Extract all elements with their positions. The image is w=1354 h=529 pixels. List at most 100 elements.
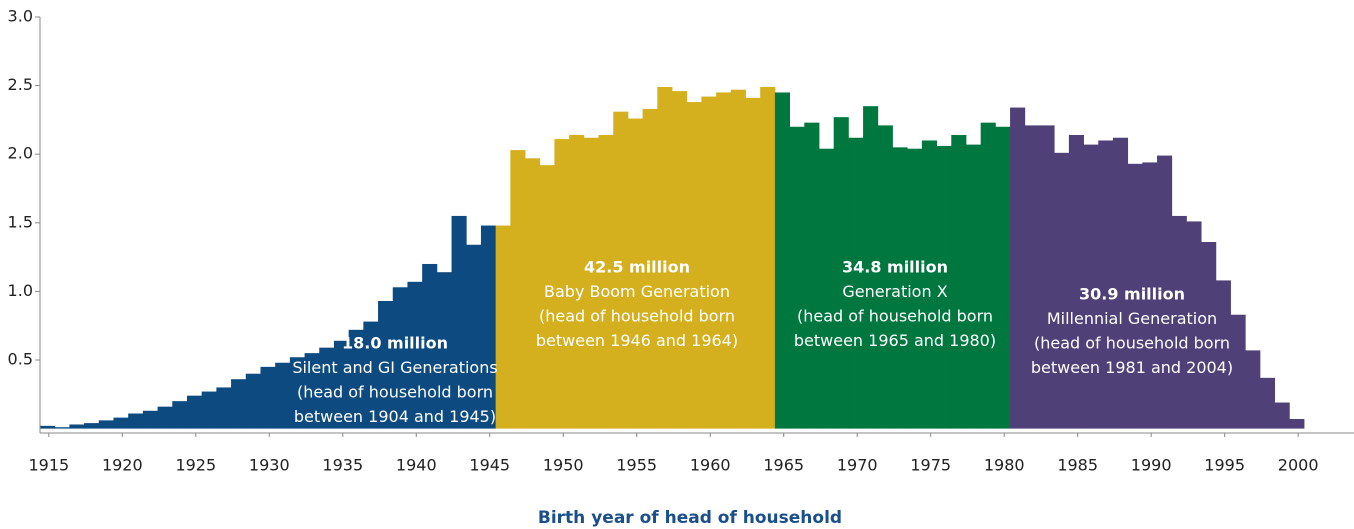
bar (392, 287, 408, 429)
bar (1024, 125, 1040, 429)
bar (436, 272, 452, 429)
bar (172, 401, 188, 429)
annotation-line: Generation X (842, 282, 947, 301)
annotation-title: 30.9 million (1079, 285, 1185, 304)
bar (216, 387, 232, 429)
bar (186, 395, 203, 429)
bar (995, 126, 1011, 429)
bar (113, 417, 129, 429)
bar (260, 366, 276, 429)
bar (730, 89, 746, 429)
x-tick-label: 1925 (175, 456, 216, 475)
bar (495, 225, 511, 429)
bar (833, 117, 849, 429)
annotation-line: Baby Boom Generation (544, 282, 730, 301)
annotation-line: between 1904 and 1945) (294, 407, 496, 426)
bar (319, 347, 335, 429)
bar (407, 281, 423, 429)
y-tick-label: 0.5 (8, 350, 33, 369)
bar (422, 263, 438, 429)
y-tick-label: 3.0 (8, 7, 33, 26)
bar (745, 97, 761, 429)
bar (348, 329, 364, 429)
annotation-line: (head of household born (297, 383, 493, 402)
bar (84, 423, 100, 429)
bar (231, 379, 247, 429)
x-tick-label: 1965 (763, 456, 804, 475)
bar (1142, 162, 1158, 429)
bar (1274, 402, 1290, 429)
bar (69, 424, 85, 429)
annotation-line: (head of household born (1034, 334, 1230, 353)
bar (642, 108, 658, 429)
bar (1157, 155, 1173, 429)
x-tick-label: 1950 (543, 456, 584, 475)
bar (510, 150, 526, 429)
bar (378, 301, 394, 429)
x-tick-label: 1980 (984, 456, 1025, 475)
bar (451, 215, 467, 429)
bar (1259, 377, 1276, 429)
bar (1186, 221, 1202, 429)
bar (333, 340, 350, 429)
annotation-title: 42.5 million (584, 258, 690, 277)
bar (142, 410, 158, 429)
bar (480, 225, 497, 429)
bar (583, 137, 599, 429)
bar (554, 139, 570, 429)
bar (965, 144, 982, 429)
annotation-title: 34.8 million (842, 258, 948, 277)
bar (672, 91, 688, 429)
bar (289, 357, 305, 429)
x-tick-label: 1960 (690, 456, 731, 475)
annotation-line: between 1965 and 1980) (794, 331, 996, 350)
annotation-line: between 1946 and 1964) (536, 331, 738, 350)
x-tick-label: 1970 (837, 456, 878, 475)
bar (1171, 215, 1187, 429)
bar (657, 86, 673, 429)
x-tick-label: 1935 (322, 456, 363, 475)
bar (304, 353, 320, 429)
annotation-line: between 1981 and 2004) (1031, 358, 1233, 377)
annotation-line: (head of household born (797, 307, 993, 326)
bar (40, 425, 56, 429)
bar (1230, 314, 1246, 429)
bar (921, 140, 937, 429)
x-tick-label: 1995 (1204, 456, 1245, 475)
bar (1289, 418, 1305, 429)
y-tick-label: 2.0 (8, 144, 33, 163)
bar (1010, 107, 1026, 429)
x-tick-label: 1955 (616, 456, 657, 475)
bar (1068, 134, 1084, 429)
annotation-title: 18.0 million (342, 334, 448, 353)
bar (128, 413, 144, 429)
bar (760, 86, 776, 429)
annotation-line: Silent and GI Generations (292, 358, 497, 377)
bar (980, 122, 996, 429)
bar (716, 92, 732, 429)
bar (892, 147, 908, 429)
x-tick-label: 1930 (249, 456, 290, 475)
bar (818, 148, 835, 429)
bar (804, 122, 820, 429)
x-tick-label: 1985 (1057, 456, 1098, 475)
bar (1054, 152, 1070, 429)
bar (613, 111, 629, 429)
bar (1127, 163, 1143, 429)
bar (245, 373, 261, 429)
bar (1201, 242, 1217, 429)
bar (466, 244, 482, 429)
annotation-line: (head of household born (539, 307, 735, 326)
bar (907, 148, 923, 429)
x-tick-label: 2000 (1278, 456, 1319, 475)
bar (848, 137, 864, 429)
bar (1039, 125, 1055, 429)
bar (627, 118, 644, 429)
bar (275, 362, 291, 429)
bar (525, 158, 541, 429)
bar (1215, 280, 1231, 429)
bar (157, 406, 173, 429)
bar (789, 126, 805, 429)
bar (1245, 350, 1261, 429)
